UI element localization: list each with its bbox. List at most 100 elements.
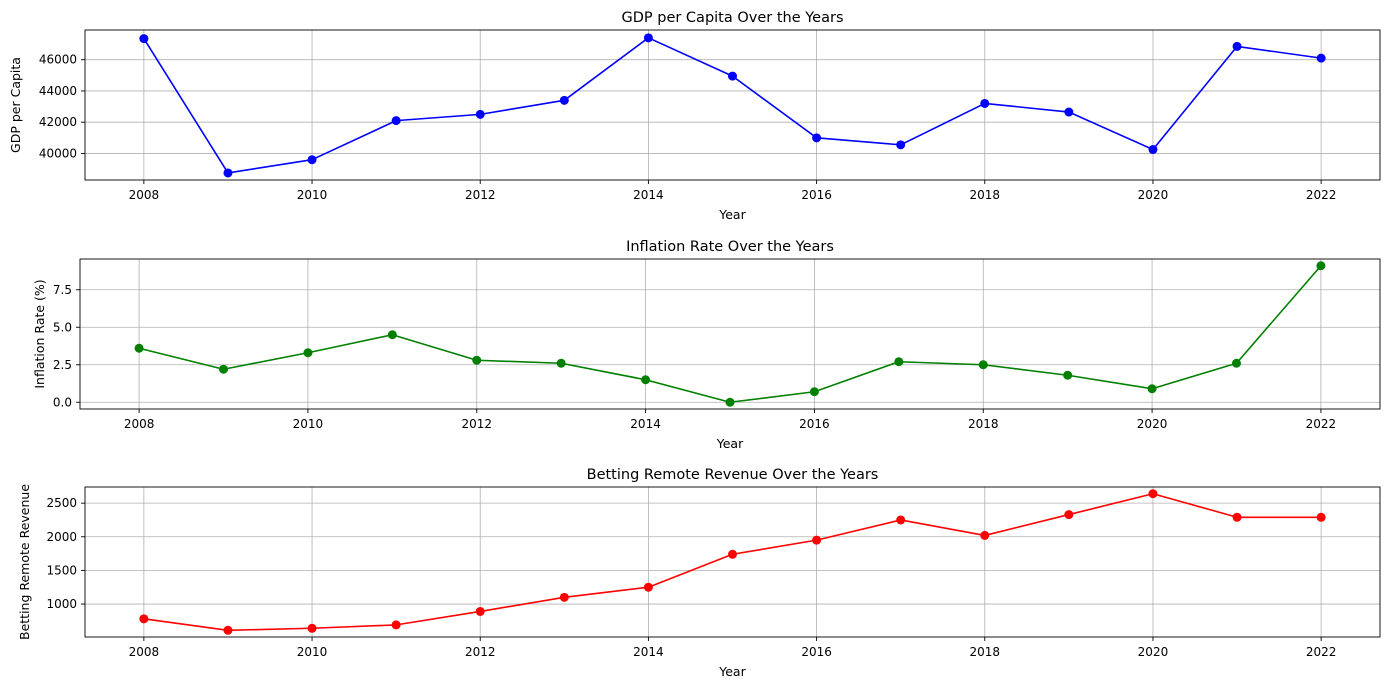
data-point bbox=[134, 343, 144, 353]
x-tick-label: 2012 bbox=[461, 417, 492, 431]
x-tick-label: 2020 bbox=[1138, 645, 1169, 659]
data-point bbox=[475, 606, 485, 616]
data-point bbox=[980, 98, 990, 108]
data-point bbox=[1316, 512, 1326, 522]
data-point bbox=[641, 375, 651, 385]
x-tick-label: 2022 bbox=[1306, 645, 1337, 659]
data-point bbox=[1064, 107, 1074, 117]
y-tick-label: 1500 bbox=[46, 563, 77, 577]
chart-title: Betting Remote Revenue Over the Years bbox=[587, 467, 879, 483]
y-tick-label: 42000 bbox=[39, 115, 77, 129]
y-tick-label: 0.0 bbox=[53, 395, 72, 409]
chart-panel-1: 2008 2010 2012 2014 2016 2018 2020 2022 40000 420… bbox=[8, 10, 1381, 222]
data-point bbox=[303, 348, 313, 358]
series-line bbox=[143, 492, 1322, 632]
data-point bbox=[556, 358, 566, 368]
x-tick-label: 2018 bbox=[969, 645, 1000, 659]
x-tick-label: 2014 bbox=[630, 417, 661, 431]
series-line bbox=[143, 37, 1322, 174]
data-point bbox=[1148, 489, 1158, 499]
chart-title: GDP per Capita Over the Years bbox=[621, 10, 843, 26]
x-tick-label: 2020 bbox=[1137, 417, 1168, 431]
x-tick-label: 2010 bbox=[293, 417, 324, 431]
data-point bbox=[391, 116, 401, 126]
data-point bbox=[307, 623, 317, 633]
x-tick-label: 2008 bbox=[129, 645, 160, 659]
y-tick-label: 44000 bbox=[39, 84, 77, 98]
data-point bbox=[728, 71, 737, 81]
data-point bbox=[1232, 41, 1242, 51]
data-point bbox=[559, 592, 569, 602]
y-tick-label: 2000 bbox=[46, 530, 77, 544]
data-point bbox=[475, 109, 485, 119]
y-tick-label: 2500 bbox=[46, 496, 77, 510]
y-axis-label: Betting Remote Revenue bbox=[17, 484, 32, 640]
data-point bbox=[1064, 510, 1074, 520]
data-point bbox=[307, 155, 317, 165]
chart-panel-2: 2008 2010 2012 2014 2016 2018 2020 2022 0.0 2.5 5.… bbox=[32, 239, 1381, 451]
x-tick-label: 2022 bbox=[1306, 417, 1337, 431]
y-axis-label: Inflation Rate (%) bbox=[32, 279, 47, 388]
data-point bbox=[812, 133, 822, 143]
x-tick-label: 2020 bbox=[1138, 188, 1169, 202]
data-point bbox=[978, 360, 988, 370]
plot-frame bbox=[79, 258, 1381, 410]
x-tick-label: 2012 bbox=[465, 645, 496, 659]
data-point bbox=[809, 387, 819, 397]
series-line bbox=[138, 265, 1322, 404]
x-axis-label: Year bbox=[718, 664, 746, 679]
data-point bbox=[223, 168, 233, 178]
data-point bbox=[728, 549, 737, 559]
data-point bbox=[1147, 384, 1157, 394]
y-axis-label: GDP per Capita bbox=[8, 57, 23, 153]
data-point bbox=[139, 614, 149, 624]
data-point bbox=[896, 140, 906, 150]
data-point bbox=[812, 535, 822, 545]
data-point bbox=[559, 95, 569, 105]
data-point bbox=[980, 530, 990, 540]
x-tick-label: 2022 bbox=[1306, 188, 1337, 202]
y-tick-label: 40000 bbox=[39, 146, 77, 160]
y-tick-label: 2.5 bbox=[53, 358, 72, 372]
plot-frame bbox=[84, 486, 1381, 638]
y-tick-label: 5.0 bbox=[53, 320, 72, 334]
data-point bbox=[1231, 358, 1241, 368]
x-tick-label: 2018 bbox=[969, 188, 1000, 202]
data-point bbox=[1316, 261, 1326, 271]
x-tick-label: 2016 bbox=[801, 188, 832, 202]
data-point bbox=[139, 34, 149, 44]
data-point bbox=[223, 625, 233, 635]
data-point bbox=[1148, 145, 1158, 155]
data-point bbox=[219, 364, 229, 374]
x-axis-label: Year bbox=[716, 436, 744, 451]
y-tick-label: 46000 bbox=[39, 53, 77, 67]
data-point bbox=[725, 397, 735, 407]
data-point bbox=[472, 355, 482, 365]
x-tick-label: 2016 bbox=[799, 417, 830, 431]
data-point bbox=[643, 33, 653, 43]
x-tick-label: 2018 bbox=[968, 417, 999, 431]
data-point bbox=[894, 357, 904, 367]
data-point bbox=[896, 515, 906, 525]
data-point bbox=[1316, 53, 1326, 63]
chart-panel-3: 2008 2010 2012 2014 2016 2018 2020 2022 1000 1500… bbox=[17, 467, 1381, 679]
x-tick-label: 2008 bbox=[129, 188, 160, 202]
x-tick-label: 2010 bbox=[297, 188, 328, 202]
data-point bbox=[391, 620, 401, 630]
data-point bbox=[643, 582, 653, 592]
x-tick-label: 2010 bbox=[297, 645, 328, 659]
data-point bbox=[387, 330, 397, 340]
data-point bbox=[1063, 370, 1073, 380]
x-tick-label: 2014 bbox=[633, 645, 664, 659]
x-tick-label: 2008 bbox=[124, 417, 155, 431]
x-tick-label: 2012 bbox=[465, 188, 496, 202]
y-tick-label: 1000 bbox=[46, 597, 77, 611]
x-tick-label: 2016 bbox=[801, 645, 832, 659]
x-axis-label: Year bbox=[718, 207, 746, 222]
x-tick-label: 2014 bbox=[633, 188, 664, 202]
chart-title: Inflation Rate Over the Years bbox=[626, 239, 834, 255]
plot-frame bbox=[84, 29, 1381, 181]
y-tick-label: 7.5 bbox=[53, 283, 72, 297]
data-point bbox=[1232, 512, 1242, 522]
